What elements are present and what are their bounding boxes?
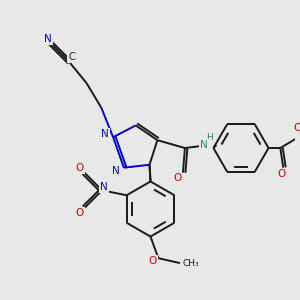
Text: N: N	[101, 129, 109, 139]
Text: N: N	[112, 166, 120, 176]
Text: C: C	[68, 52, 75, 61]
Text: O: O	[173, 172, 181, 182]
Text: H: H	[206, 133, 213, 142]
Text: CH₃: CH₃	[183, 259, 200, 268]
Text: O: O	[277, 169, 285, 178]
Text: O: O	[75, 208, 84, 218]
Text: N: N	[44, 34, 52, 44]
Text: O: O	[293, 123, 300, 134]
Text: N: N	[200, 140, 208, 150]
Text: N: N	[100, 182, 108, 192]
Text: O: O	[148, 256, 157, 266]
Text: O: O	[75, 163, 84, 173]
